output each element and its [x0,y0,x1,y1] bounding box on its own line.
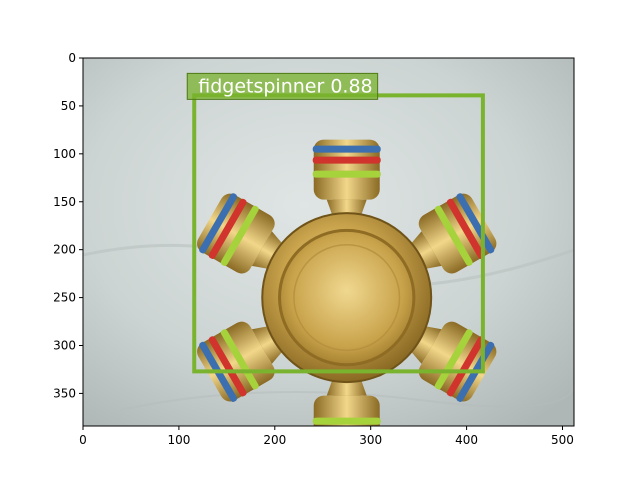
ring-red [446,198,485,259]
ring-green [220,329,259,390]
photo [83,58,574,426]
ring-green [220,205,259,266]
spinner-center-bearing [278,228,416,367]
y-tick-label: 50 [61,99,76,113]
spinner-arm [374,193,497,290]
ring-red [208,198,247,259]
y-tick-label: 300 [53,339,76,353]
ring-green [312,170,381,178]
spinner-arm [312,139,381,258]
detection-label: fidgetspinner 0.88 [198,75,372,97]
detection-label-background [186,72,379,100]
ring-green [434,329,473,390]
ring-red [446,336,485,397]
ring-blue [199,193,238,254]
y-tick-label: 250 [53,291,76,305]
y-tick-label: 100 [53,147,76,161]
x-tick-label: 500 [551,433,574,447]
paper-wrinkle [119,380,574,411]
x-tick-label: 300 [359,433,382,447]
x-tick-label: 0 [79,433,87,447]
ring-green [312,417,381,425]
fidget-spinner [197,139,497,426]
x-tick-label: 400 [455,433,478,447]
ring-green [434,205,473,266]
y-tick-label: 200 [53,243,76,257]
ring-red [312,156,381,164]
spinner-center-ring [293,244,401,352]
ring-red [208,336,247,397]
x-tick-label: 100 [167,433,190,447]
ring-blue [312,145,381,153]
y-tick-label: 0 [68,51,76,65]
axes-frame [82,57,575,427]
bearing-cap [313,139,380,200]
x-tick-label: 200 [263,433,286,447]
y-tick-label: 150 [53,195,76,209]
y-tick-label: 350 [53,386,76,400]
